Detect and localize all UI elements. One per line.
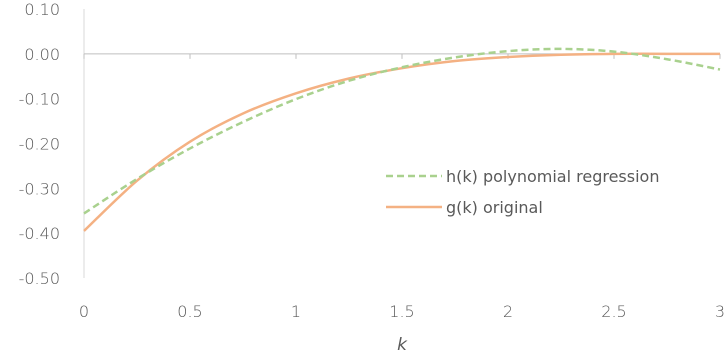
x-tick-label: 0.5 [177,302,202,321]
x-tick-label: 2.5 [601,302,626,321]
axes [83,9,720,278]
y-tick-label: -0.10 [19,90,60,109]
legend: h(k) polynomial regression g(k) original [386,167,659,217]
y-tick-label: 0.00 [24,45,60,64]
x-axis-title: k [397,335,408,355]
x-ticks: 0 0.5 1 1.5 2 2.5 3 [79,53,725,321]
series-line-h [83,47,721,215]
series-layer [83,47,721,232]
x-tick-label: 3 [715,302,725,321]
y-tick-label: -0.50 [19,269,60,288]
y-tick-label: -0.30 [19,179,60,198]
x-tick-label: 1 [291,302,301,321]
x-tick-label: 0 [79,302,89,321]
series-line-g [83,52,720,232]
y-tick-label: -0.20 [19,135,60,154]
legend-label: g(k) original [446,198,543,217]
legend-label: h(k) polynomial regression [446,167,659,186]
x-tick-label: 2 [503,302,513,321]
y-ticks: 0.10 0.00 -0.10 -0.20 -0.30 -0.40 -0.50 [19,0,60,288]
y-tick-label: 0.10 [24,0,60,19]
x-tick-label: 1.5 [389,302,414,321]
y-tick-label: -0.40 [19,224,60,243]
